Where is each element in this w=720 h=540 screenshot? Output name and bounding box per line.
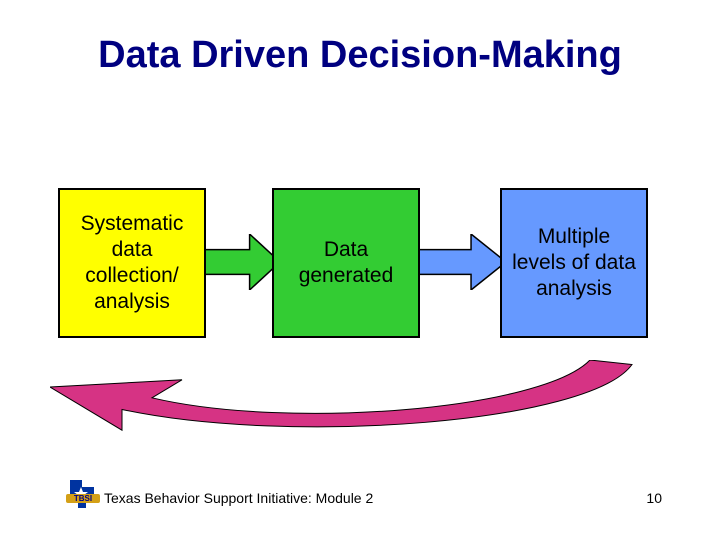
footer-text: Texas Behavior Support Initiative: Modul…: [104, 490, 373, 506]
tbsi-logo: TBSI: [64, 478, 104, 512]
slide-title: Data Driven Decision-Making: [0, 34, 720, 77]
process-box-1: Systematic data collection/ analysis: [58, 188, 206, 338]
process-box-2: Data generated: [272, 188, 420, 338]
forward-arrow-2: [414, 234, 506, 290]
forward-arrow-1: [200, 234, 280, 290]
feedback-arrow: [50, 360, 650, 450]
slide: { "slide": { "background": "#ffffff", "w…: [0, 0, 720, 540]
svg-text:TBSI: TBSI: [74, 494, 92, 503]
process-box-3-label: Multiple levels of data analysis: [510, 224, 638, 303]
page-number: 10: [646, 490, 662, 506]
process-box-1-label: Systematic data collection/ analysis: [68, 211, 196, 316]
process-box-3: Multiple levels of data analysis: [500, 188, 648, 338]
process-box-2-label: Data generated: [282, 237, 410, 290]
